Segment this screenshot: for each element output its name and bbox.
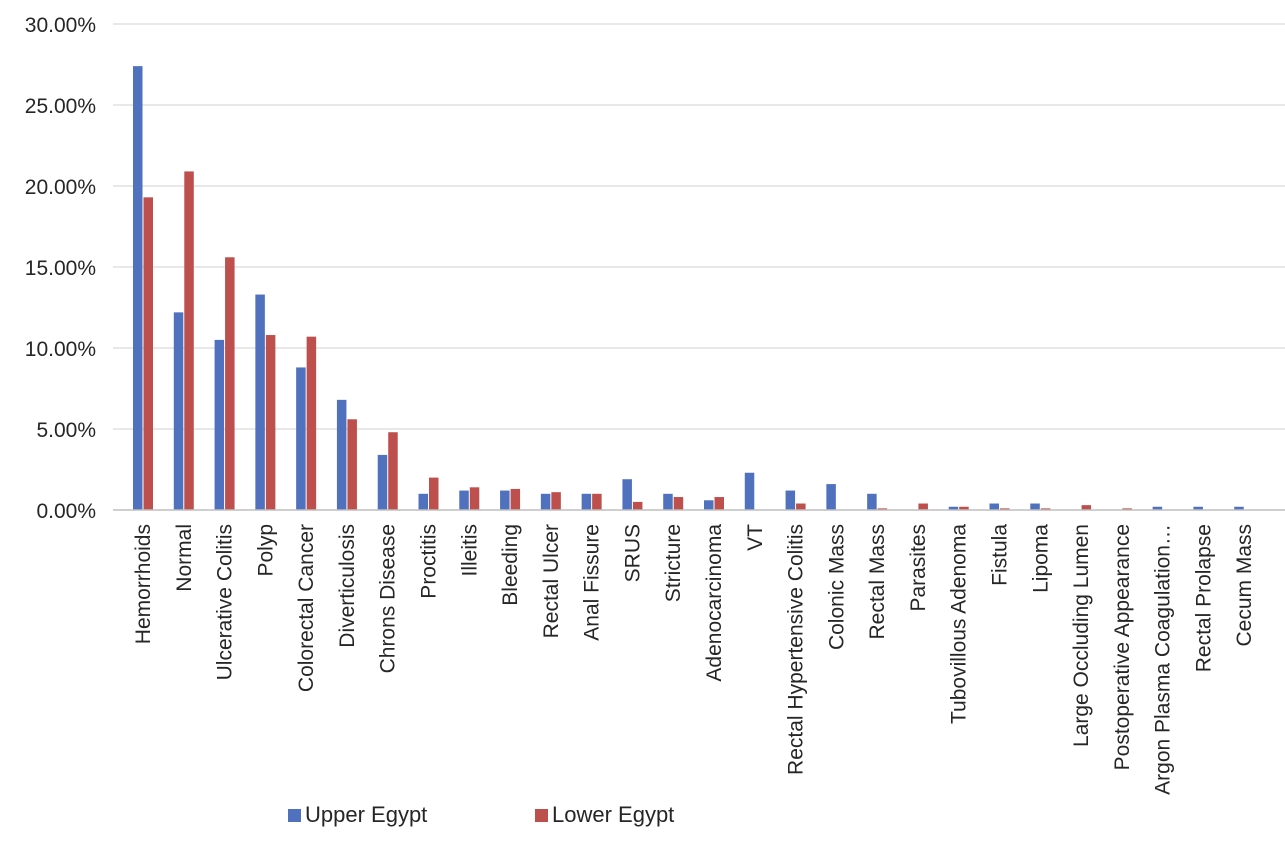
bar-upper: [500, 490, 510, 510]
x-category-label: Large Occluding Lumen: [1070, 524, 1093, 747]
bar-upper: [989, 503, 999, 510]
bar-lower: [510, 488, 521, 510]
x-category-label: Stricture: [662, 524, 685, 602]
bar-upper: [255, 294, 265, 510]
x-category-label: Colorectal Cancer: [295, 524, 318, 692]
legend-swatch-lower: [535, 808, 548, 822]
x-category-label: Rectal Prolapse: [1192, 524, 1215, 672]
x-category-label: Bleeding: [499, 524, 522, 606]
x-category-label: Colonic Mass: [825, 524, 848, 650]
bar-lower: [551, 492, 561, 510]
bar-upper: [1234, 506, 1244, 510]
x-category-label: Lipoma: [1029, 524, 1052, 593]
x-category-label: Fistula: [989, 524, 1012, 586]
bar-upper: [336, 399, 347, 510]
bar-upper: [214, 339, 225, 510]
legend-label-upper: Upper Egypt: [305, 802, 428, 827]
bar-lower: [225, 257, 235, 510]
bar-upper: [785, 490, 796, 510]
bar-upper: [1152, 506, 1163, 510]
x-category-label: Rectal Ulcer: [540, 524, 563, 638]
bar-upper: [296, 367, 306, 510]
bar-lower: [1081, 505, 1092, 510]
bar-lower: [429, 477, 439, 510]
legend-upper: Upper Egypt: [288, 802, 427, 828]
legend-label-lower: Lower Egypt: [552, 802, 675, 827]
bar-upper: [418, 493, 428, 510]
bar-lower: [918, 503, 928, 510]
y-tick-label: 15.00%: [25, 257, 96, 280]
y-tick-label: 30.00%: [25, 14, 96, 37]
x-category-label: Ulcerative Colitis: [214, 524, 237, 680]
x-category-label: Proctitis: [418, 524, 441, 599]
x-category-label: Chrons Disease: [377, 524, 400, 673]
x-category-label: Rectal Mass: [866, 524, 889, 640]
bar-lower: [714, 497, 724, 510]
bar-upper: [377, 454, 388, 510]
y-tick-label: 20.00%: [25, 176, 96, 199]
bar-lower: [265, 335, 276, 510]
bar-lower: [347, 419, 357, 510]
bar-lower: [469, 487, 480, 510]
y-tick-label: 10.00%: [25, 338, 96, 361]
bar-upper: [540, 493, 551, 510]
x-category-label: Anal Fissure: [581, 524, 604, 641]
bar-lower: [388, 432, 398, 510]
x-axis-category-labels: Hemorrhoids Normal Ulcerative Colitis Polyp…: [132, 524, 1256, 795]
x-category-label: Adenocarcinoma: [703, 524, 726, 682]
bar-upper: [663, 493, 673, 510]
bar-lower: [306, 336, 317, 510]
bar-lower: [143, 197, 153, 510]
x-category-label: Rectal Hypertensive Colitis: [785, 524, 808, 775]
x-category-label: Parasites: [907, 524, 930, 612]
x-category-label: Illeitis: [458, 524, 481, 577]
bar-lower: [673, 497, 684, 510]
x-category-label: Cecum Mass: [1233, 524, 1256, 647]
bar-upper: [459, 490, 469, 510]
x-category-label: Normal: [173, 524, 196, 592]
bar-lower: [632, 501, 643, 510]
bar-lower: [592, 493, 602, 510]
bar-upper: [826, 484, 836, 510]
bar-upper: [581, 493, 592, 510]
y-axis-tick-labels: 0.00% 5.00% 10.00% 15.00% 20.00% 25.00% 30.00%: [25, 14, 96, 523]
bar-upper: [948, 506, 959, 510]
bar-upper: [744, 472, 755, 510]
bar-lower: [959, 506, 969, 510]
bar-lower: [1000, 508, 1010, 510]
x-category-label: Postoperative Appearance: [1111, 524, 1134, 770]
y-tick-label: 25.00%: [25, 95, 96, 118]
bar-upper: [704, 500, 714, 510]
x-category-label: Polyp: [254, 524, 277, 577]
bar-upper: [867, 493, 877, 510]
x-category-label: VT: [744, 524, 767, 551]
x-category-label: SRUS: [621, 524, 644, 582]
legend-lower: Lower Egypt: [535, 802, 674, 828]
bar-upper: [133, 66, 143, 511]
legend-swatch-upper: [288, 808, 301, 822]
gridlines: [113, 23, 1285, 430]
bar-lower: [796, 503, 806, 510]
y-tick-label: 0.00%: [36, 500, 96, 523]
bar-upper: [1030, 503, 1040, 510]
bar-lower: [1040, 508, 1051, 510]
y-tick-label: 5.00%: [36, 419, 96, 442]
x-category-label: Argon Plasma Coagulation…: [1152, 524, 1175, 795]
bar-lower: [184, 171, 194, 511]
x-category-label: Diverticulosis: [336, 524, 359, 648]
bar-upper: [173, 312, 184, 510]
bar-upper: [1193, 506, 1203, 510]
bars: [133, 66, 1244, 511]
bar-upper: [622, 479, 632, 510]
bar-lower: [1122, 508, 1132, 510]
x-category-label: Tubovillous Adenoma: [948, 524, 971, 724]
x-category-label: Hemorrhoids: [132, 524, 155, 644]
bar-lower: [877, 508, 888, 510]
